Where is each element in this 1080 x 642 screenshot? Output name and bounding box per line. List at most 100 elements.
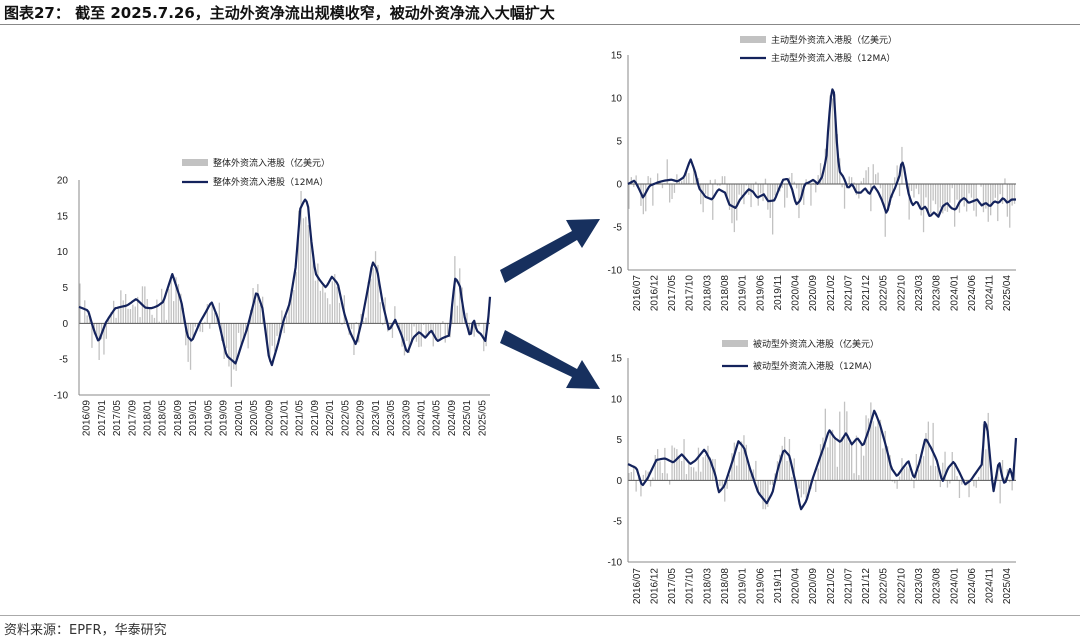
bar bbox=[841, 184, 843, 188]
bar bbox=[961, 184, 963, 200]
bar bbox=[961, 480, 963, 485]
bar bbox=[437, 323, 439, 339]
source-note: 资料来源：EPFR，华泰研究 bbox=[4, 623, 167, 638]
bar bbox=[760, 480, 762, 496]
bar bbox=[129, 309, 132, 324]
x-tick-label: 2025/04 bbox=[1002, 275, 1013, 312]
legend-line-label: 主动型外资流入港股（12MA） bbox=[771, 52, 895, 64]
bar bbox=[755, 460, 757, 481]
bar bbox=[300, 191, 302, 324]
bar bbox=[784, 436, 786, 481]
bar bbox=[704, 184, 707, 194]
bar bbox=[915, 454, 917, 481]
x-tick-label: 2021/07 bbox=[844, 568, 855, 605]
bar bbox=[855, 184, 858, 196]
x-tick-label: 2024/06 bbox=[967, 568, 978, 605]
bar bbox=[322, 285, 324, 324]
bar bbox=[338, 302, 341, 324]
bar bbox=[695, 471, 697, 481]
bar bbox=[1001, 184, 1004, 204]
bar bbox=[199, 323, 201, 332]
bar bbox=[779, 454, 781, 481]
bar bbox=[860, 181, 862, 184]
bar bbox=[908, 184, 910, 220]
bar bbox=[992, 184, 994, 202]
bar bbox=[791, 173, 793, 184]
bar bbox=[693, 166, 695, 184]
bar bbox=[151, 314, 153, 324]
bar bbox=[946, 184, 949, 212]
bar bbox=[707, 184, 709, 199]
bar bbox=[355, 322, 357, 324]
y-tick-label: 20 bbox=[57, 176, 69, 187]
bar bbox=[805, 480, 807, 499]
bar bbox=[800, 184, 802, 201]
bar bbox=[257, 284, 259, 324]
y-tick-label: 15 bbox=[611, 51, 623, 62]
bar bbox=[365, 317, 367, 324]
bar bbox=[350, 323, 353, 329]
y-tick-label: 5 bbox=[616, 435, 622, 446]
bar bbox=[153, 317, 156, 324]
bar bbox=[745, 184, 747, 186]
x-tick-label: 2021/12 bbox=[861, 568, 872, 605]
x-tick-label: 2018/09 bbox=[173, 400, 184, 437]
bar bbox=[478, 323, 480, 327]
bar bbox=[683, 439, 685, 481]
bar bbox=[230, 323, 232, 387]
bar bbox=[791, 476, 793, 481]
bar bbox=[951, 452, 953, 481]
bar bbox=[233, 323, 235, 370]
bar bbox=[846, 411, 848, 481]
bar bbox=[645, 470, 647, 481]
bar bbox=[201, 323, 204, 333]
bar bbox=[637, 477, 640, 481]
bar bbox=[894, 177, 896, 184]
y-tick-label: 5 bbox=[62, 283, 68, 294]
x-tick-label: 2020/01 bbox=[234, 400, 245, 437]
bar bbox=[786, 460, 788, 481]
bar bbox=[709, 179, 711, 184]
bar bbox=[96, 323, 98, 339]
bar bbox=[168, 289, 170, 324]
bar bbox=[884, 430, 886, 481]
bar bbox=[891, 184, 894, 198]
bar bbox=[812, 182, 814, 184]
bar bbox=[827, 447, 829, 481]
bar bbox=[103, 323, 105, 355]
bar bbox=[628, 473, 630, 481]
arrow-up-right-icon bbox=[500, 219, 600, 283]
bar bbox=[156, 299, 158, 324]
bar bbox=[225, 323, 228, 349]
bar bbox=[688, 463, 690, 481]
x-tick-label: 2022/10 bbox=[896, 275, 907, 312]
bar bbox=[657, 173, 659, 184]
x-tick-label: 2024/01 bbox=[949, 275, 960, 312]
active-foreign-flow-chart: -10 -5 0 5 10 15 2016/07 2016/12 2017/05 2017/10 2… bbox=[608, 34, 1016, 311]
bar bbox=[652, 184, 654, 206]
bar bbox=[439, 323, 442, 341]
bar bbox=[731, 184, 733, 224]
bar bbox=[949, 480, 951, 484]
bar bbox=[757, 184, 759, 206]
bar bbox=[877, 172, 879, 184]
bar bbox=[649, 177, 652, 184]
bar bbox=[1011, 480, 1013, 491]
bar bbox=[781, 445, 783, 481]
total-foreign-flow-chart: -10 -5 0 5 10 15 20 2016/09 2017/01 2017/05 2017/0… bbox=[54, 157, 492, 437]
bar-series bbox=[628, 94, 1016, 237]
bar bbox=[784, 184, 786, 208]
bar bbox=[649, 480, 652, 487]
x-tick-label: 2022/10 bbox=[896, 568, 907, 605]
bar bbox=[733, 442, 735, 481]
bar bbox=[630, 472, 632, 481]
bar bbox=[628, 184, 630, 209]
bar bbox=[254, 300, 257, 324]
bar bbox=[865, 415, 867, 481]
bar bbox=[187, 323, 189, 362]
x-tick-label: 2025/04 bbox=[1002, 568, 1013, 605]
bar bbox=[767, 480, 769, 507]
bar bbox=[887, 446, 889, 481]
x-tick-label: 2023/08 bbox=[932, 568, 943, 605]
bar bbox=[105, 323, 107, 339]
